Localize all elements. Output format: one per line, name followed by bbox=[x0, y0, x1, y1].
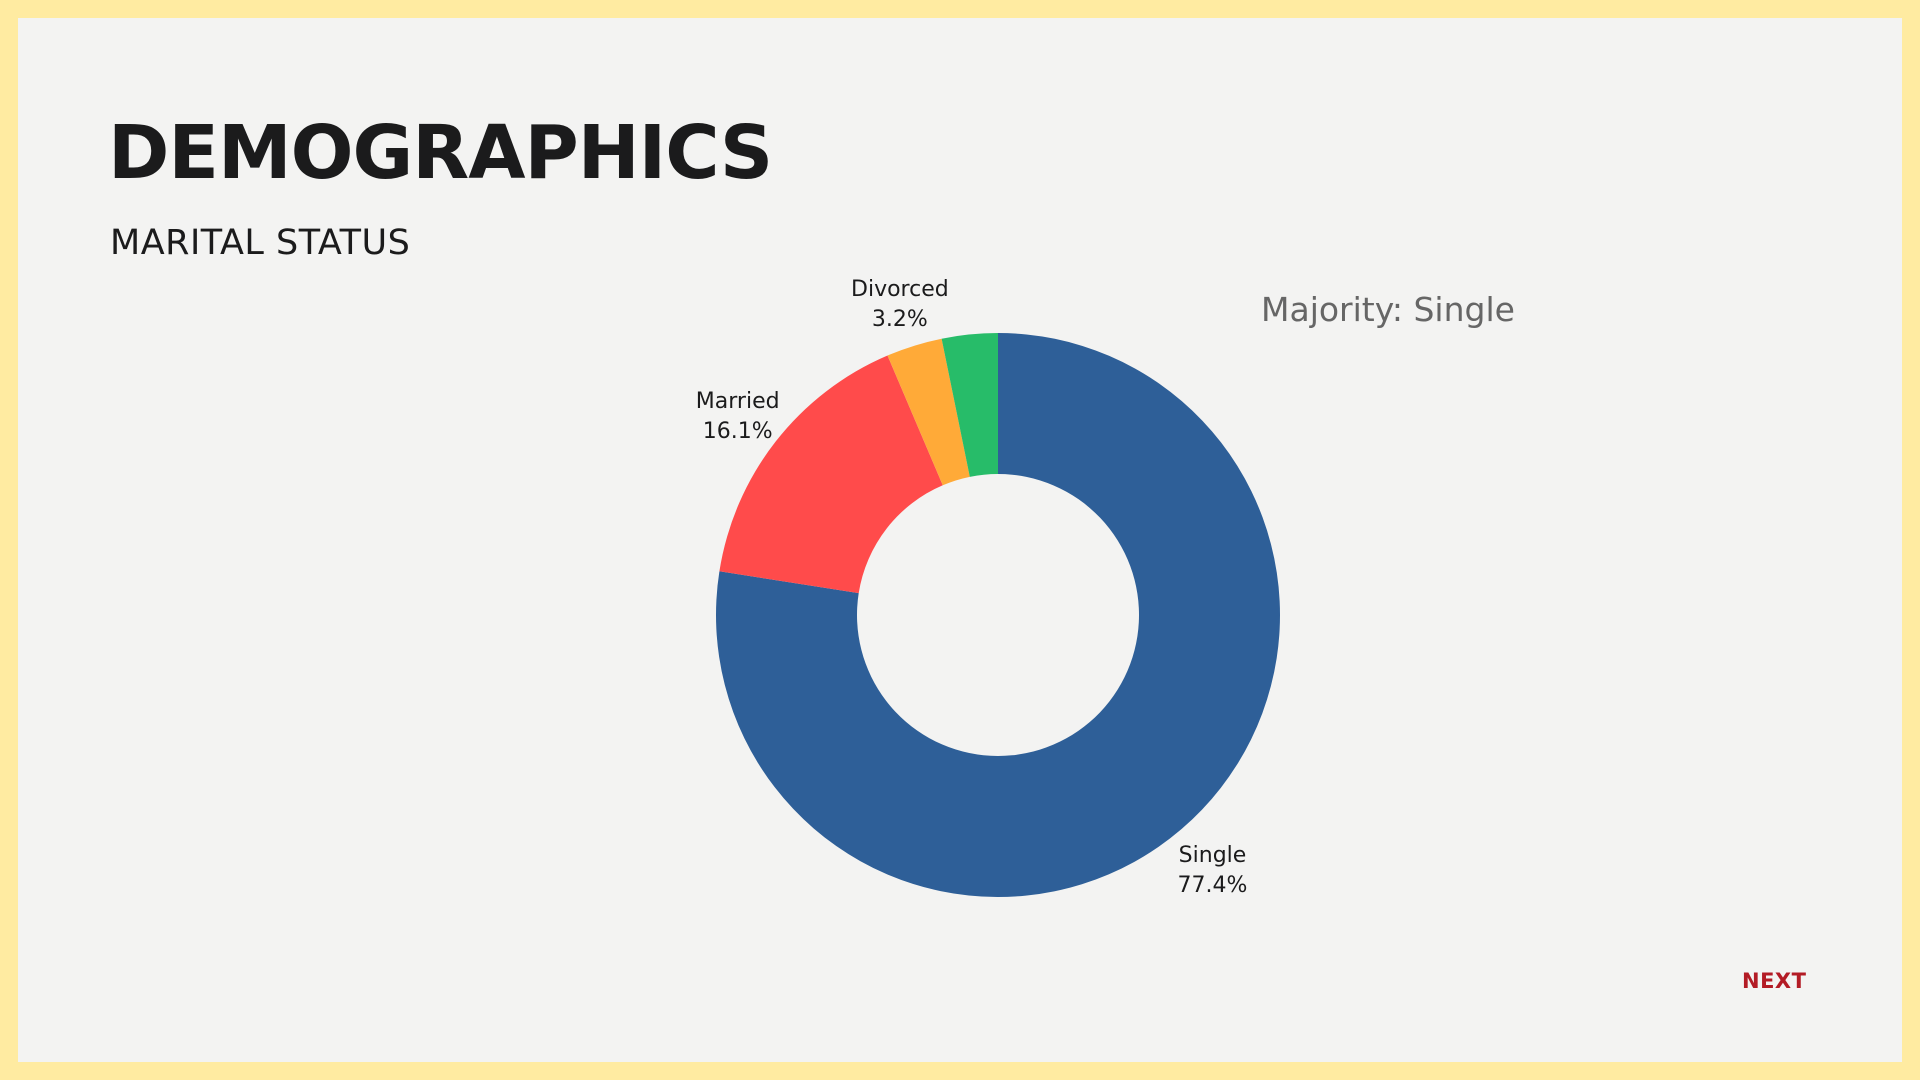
slice-label-divorced: Divorced bbox=[851, 277, 949, 302]
donut-slice-divorced bbox=[887, 338, 970, 486]
slice-label-single: Single bbox=[1179, 843, 1247, 868]
donut-slice-other bbox=[941, 333, 998, 477]
page-title: DEMOGRAPHICS bbox=[108, 110, 773, 196]
next-button[interactable]: NEXT bbox=[1742, 969, 1807, 993]
slice-value-single: 77.4% bbox=[1178, 873, 1248, 898]
donut-slice-single bbox=[716, 333, 1280, 897]
donut-slice-married bbox=[719, 355, 943, 594]
slice-value-divorced: 3.2% bbox=[872, 307, 928, 332]
page-subtitle: MARITAL STATUS bbox=[110, 223, 411, 263]
slice-label-married: Married bbox=[696, 389, 780, 414]
slice-value-married: 16.1% bbox=[703, 419, 773, 444]
donut-chart: Single 77.4% Married 16.1% Divorced 3.2% bbox=[696, 277, 1280, 898]
chart-annotation: Majority: Single bbox=[1261, 290, 1515, 329]
slide: DEMOGRAPHICS MARITAL STATUS Single 77.4% M… bbox=[18, 18, 1902, 1062]
